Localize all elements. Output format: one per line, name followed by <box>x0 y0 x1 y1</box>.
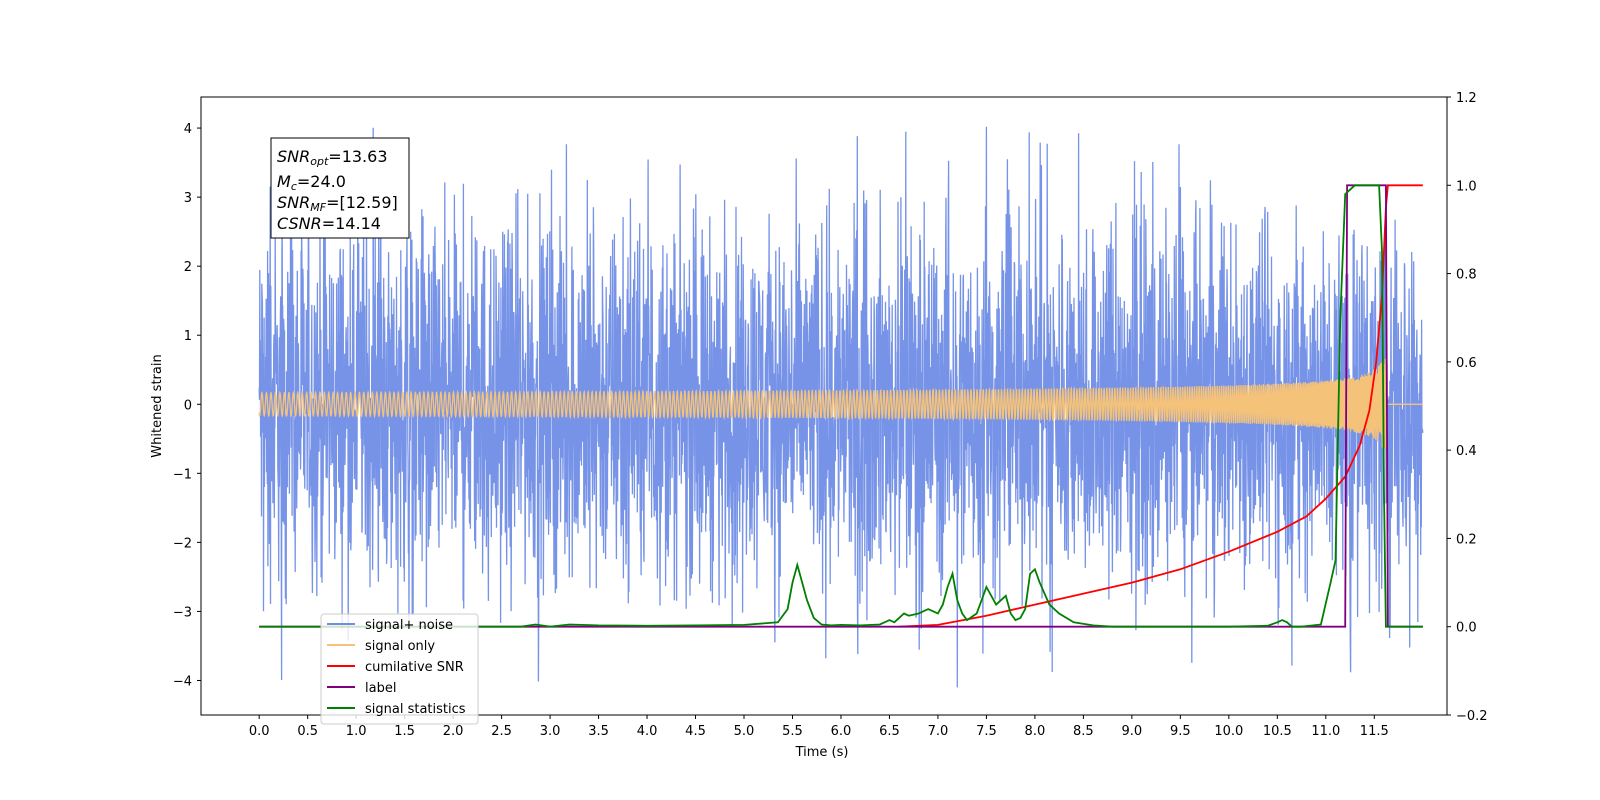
y-right-tick-label-5: 0.8 <box>1456 268 1477 283</box>
stats-snr-mf: SNRMF=[12.59] <box>277 193 398 214</box>
series-layer <box>258 126 1424 688</box>
stats-snr-opt: SNRopt=13.63 <box>277 147 388 168</box>
stats-box-frame <box>270 137 410 239</box>
x-tick-label-13: 6.5 <box>879 724 900 739</box>
x-tick-label-3: 1.5 <box>394 724 415 739</box>
x-tick-label-4: 2.0 <box>443 724 464 739</box>
x-tick-label-7: 3.5 <box>588 724 609 739</box>
x-tick-label-22: 11.0 <box>1311 724 1340 739</box>
x-tick-label-21: 10.5 <box>1263 724 1292 739</box>
y-right-tick-label-0: −0.2 <box>1456 709 1488 724</box>
x-tick-label-16: 8.0 <box>1025 724 1046 739</box>
y-right-tick-label-2: 0.2 <box>1456 532 1477 547</box>
legend: signal+ noise signal only cumilative SNR la… <box>320 613 479 725</box>
x-tick-label-10: 5.0 <box>734 724 755 739</box>
y-left-tick-label-7: 3 <box>184 191 192 206</box>
plot-frame <box>200 96 1448 716</box>
x-tick-label-17: 8.5 <box>1073 724 1094 739</box>
legend-items: signal+ noise signal only cumilative SNR la… <box>327 618 466 717</box>
x-tick-label-5: 2.5 <box>491 724 512 739</box>
x-tick-label-12: 6.0 <box>831 724 852 739</box>
x-tick-label-14: 7.0 <box>928 724 949 739</box>
x-tick-label-18: 9.0 <box>1122 724 1143 739</box>
x-tick-label-11: 5.5 <box>782 724 803 739</box>
x-tick-label-20: 10.0 <box>1214 724 1243 739</box>
x-tick-label-9: 4.5 <box>685 724 706 739</box>
x-axis-label: Time (s) <box>795 745 849 760</box>
stats-csnr: CSNR=14.14 <box>277 214 381 233</box>
legend-label-2: cumilative SNR <box>365 660 464 675</box>
y-left-tick-label-1: −3 <box>173 605 192 620</box>
series-signal-noise-line <box>258 126 1424 688</box>
y-left-tick-label-4: 0 <box>184 398 192 413</box>
x-tick-label-23: 11.5 <box>1360 724 1389 739</box>
series-signal-only-line <box>258 358 1423 450</box>
x-tick-label-2: 1.0 <box>346 724 367 739</box>
legend-frame <box>320 613 479 725</box>
x-tick-label-15: 7.5 <box>976 724 997 739</box>
y-right-tick-label-1: 0.0 <box>1456 621 1477 636</box>
y-right-tick-label-3: 0.4 <box>1456 444 1477 459</box>
y-left-tick-label-2: −2 <box>173 536 192 551</box>
x-tick-label-1: 0.5 <box>297 724 318 739</box>
series-signal-statistics-line <box>259 184 1423 628</box>
legend-label-4: signal statistics <box>365 702 466 717</box>
x-tick-label-8: 4.0 <box>637 724 658 739</box>
stats-box: SNRopt=13.63 Mc=24.0 SNRMF=[12.59] CSNR=… <box>270 137 410 239</box>
y-right-tick-label-6: 1.0 <box>1456 179 1477 194</box>
legend-label-0: signal+ noise <box>365 618 453 633</box>
y-left-tick-label-8: 4 <box>184 122 192 137</box>
legend-label-3: label <box>365 681 396 696</box>
y-left-tick-label-0: −4 <box>173 674 192 689</box>
y-left-tick-label-6: 2 <box>184 260 192 275</box>
y-right-tick-label-4: 0.6 <box>1456 356 1477 371</box>
legend-label-1: signal only <box>365 639 435 654</box>
x-tick-label-6: 3.0 <box>540 724 561 739</box>
y-axis-label: Whitened strain <box>150 354 165 457</box>
x-tick-label-19: 9.5 <box>1170 724 1191 739</box>
ticks-layer: 0.0 0.5 1.0 1.5 2.0 2.5 3.0 3.5 4.0 4.5 5.0 5.5 6.0 6… <box>173 91 1488 739</box>
y-left-tick-label-5: 1 <box>184 329 192 344</box>
y-left-tick-label-3: −1 <box>173 467 192 482</box>
y-right-tick-label-7: 1.2 <box>1456 91 1477 106</box>
x-tick-label-0: 0.0 <box>249 724 270 739</box>
stats-mc: Mc=24.0 <box>277 172 346 193</box>
